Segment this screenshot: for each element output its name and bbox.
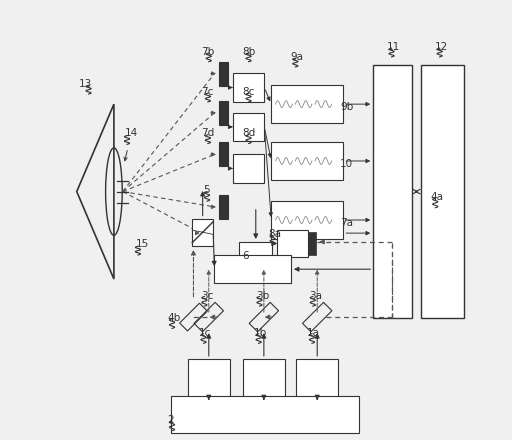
Text: 4a: 4a bbox=[431, 192, 444, 202]
Bar bbox=[271, 85, 344, 123]
Text: 8c: 8c bbox=[242, 87, 254, 97]
Bar bbox=[296, 359, 338, 400]
Text: 7c: 7c bbox=[201, 87, 214, 97]
Bar bbox=[243, 359, 285, 400]
Bar bbox=[215, 255, 291, 283]
Bar bbox=[170, 396, 359, 433]
Text: 3b: 3b bbox=[256, 291, 269, 301]
Text: 13: 13 bbox=[79, 79, 92, 88]
Bar bbox=[219, 101, 228, 125]
Bar bbox=[277, 230, 308, 257]
Text: 7d: 7d bbox=[201, 128, 215, 139]
Text: 7a: 7a bbox=[340, 218, 353, 228]
Text: 3c: 3c bbox=[201, 291, 214, 301]
Text: 2: 2 bbox=[167, 415, 174, 425]
Text: 10: 10 bbox=[340, 159, 353, 169]
Text: 3a: 3a bbox=[309, 291, 323, 301]
Text: 1c: 1c bbox=[199, 328, 211, 338]
Text: 4b: 4b bbox=[167, 313, 181, 323]
Bar bbox=[271, 142, 344, 180]
Bar bbox=[308, 232, 316, 255]
Text: 7b: 7b bbox=[201, 47, 215, 57]
Bar bbox=[421, 65, 464, 319]
Text: 6: 6 bbox=[242, 251, 249, 261]
Text: 12: 12 bbox=[435, 42, 449, 52]
Bar bbox=[233, 113, 264, 141]
Bar bbox=[233, 73, 264, 102]
Text: 5: 5 bbox=[204, 185, 210, 195]
Bar bbox=[271, 201, 344, 239]
Text: 15: 15 bbox=[136, 239, 149, 249]
Text: 8b: 8b bbox=[242, 47, 255, 57]
Bar bbox=[188, 359, 229, 400]
Text: 8a: 8a bbox=[268, 229, 281, 239]
Text: 11: 11 bbox=[387, 42, 400, 52]
Text: 1a: 1a bbox=[307, 328, 320, 338]
Text: 14: 14 bbox=[125, 128, 138, 138]
Text: 1b: 1b bbox=[254, 328, 267, 338]
Text: 9a: 9a bbox=[290, 52, 303, 62]
Bar bbox=[373, 65, 412, 319]
Bar bbox=[219, 195, 228, 219]
Text: 8d: 8d bbox=[242, 128, 255, 139]
Bar bbox=[219, 143, 228, 166]
Bar bbox=[233, 154, 264, 183]
Bar bbox=[219, 62, 228, 85]
Bar bbox=[240, 242, 272, 270]
Text: 9b: 9b bbox=[340, 102, 353, 112]
Bar bbox=[192, 219, 213, 246]
